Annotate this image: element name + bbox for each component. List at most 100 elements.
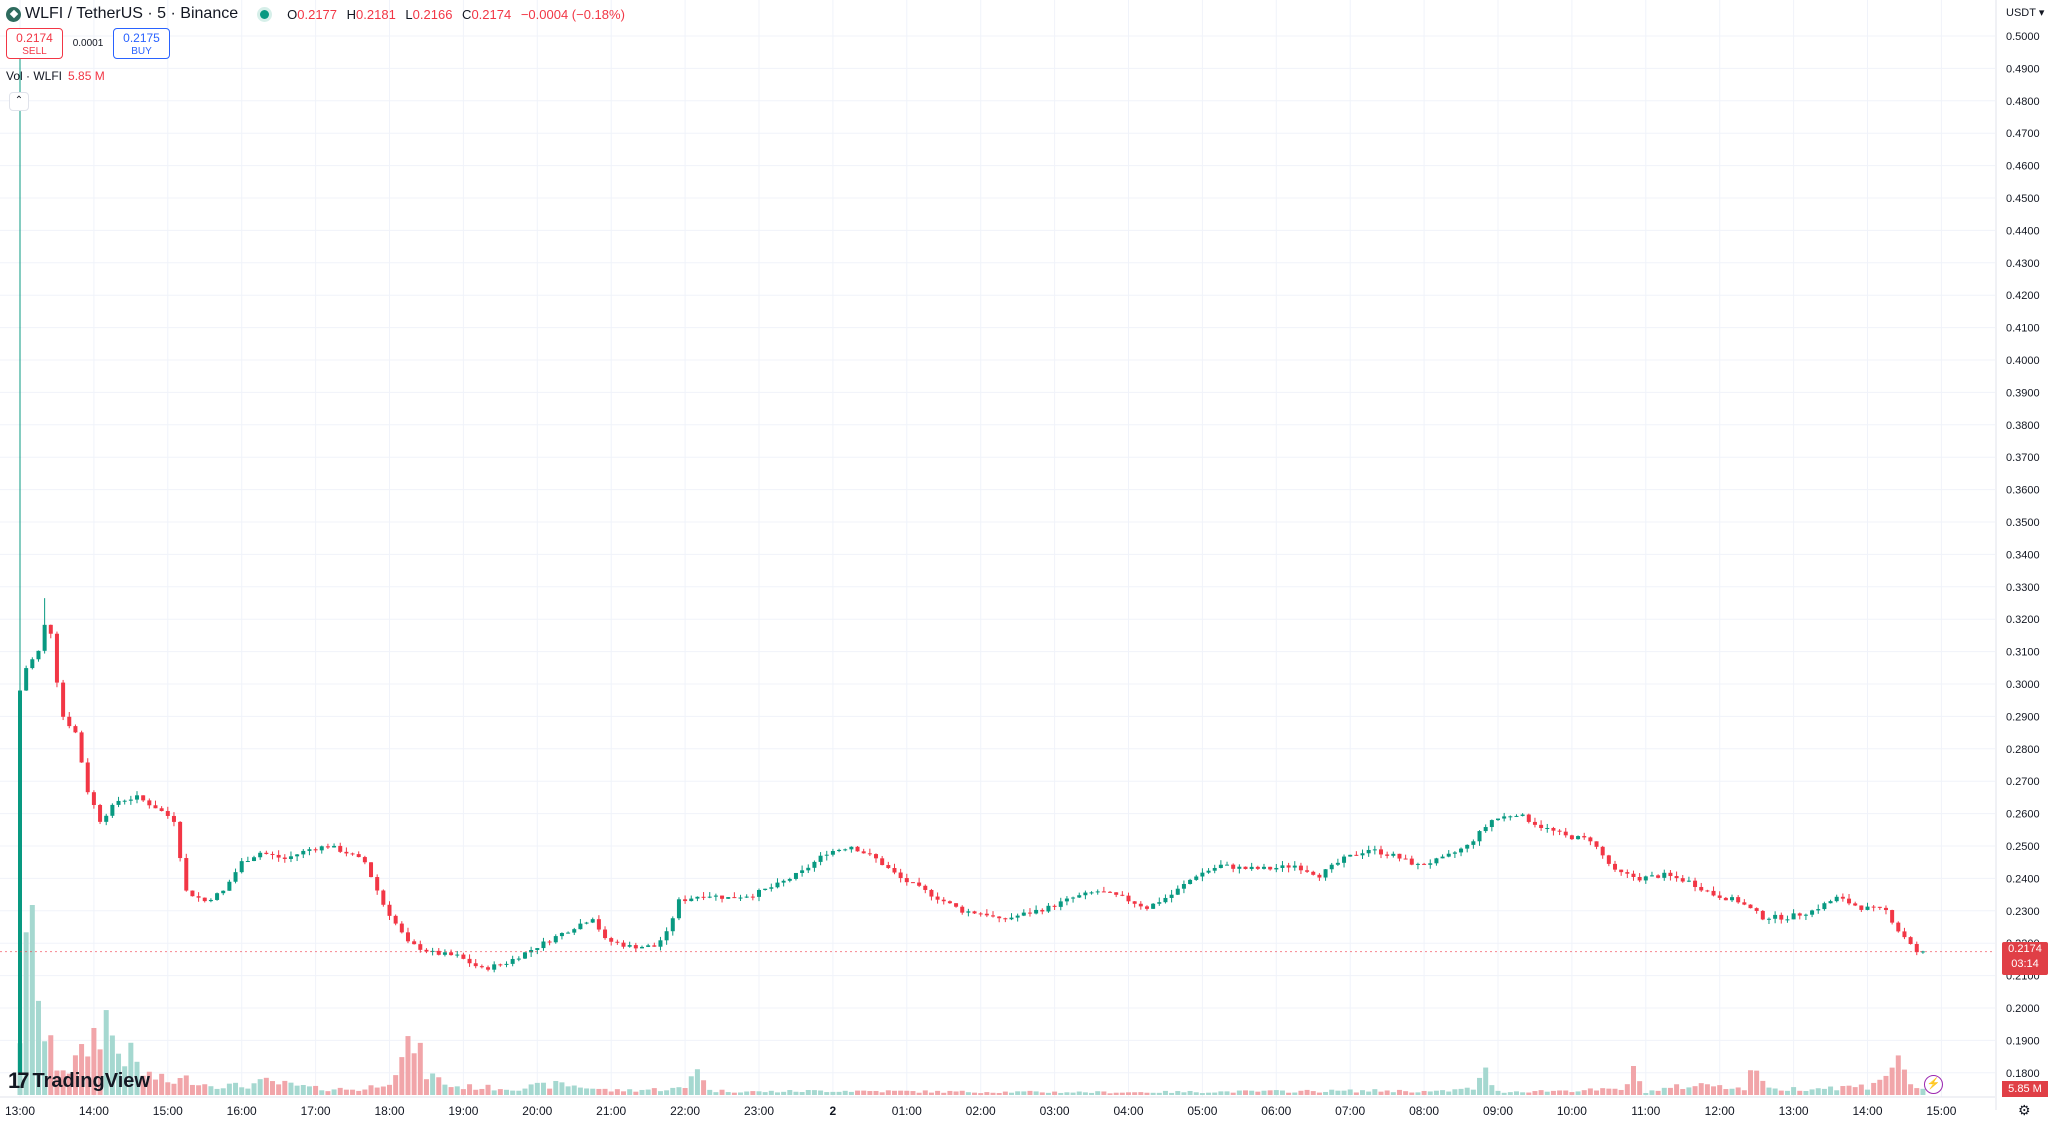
candle-body <box>541 941 546 949</box>
candle-body <box>621 942 626 947</box>
volume-bar <box>1101 1091 1107 1095</box>
volume-bar <box>48 1035 54 1095</box>
candle-body <box>1637 876 1642 881</box>
current-price-badge: 0.2174 03:14 <box>2002 942 2048 975</box>
volume-bar <box>1230 1092 1236 1095</box>
candle-body <box>1914 944 1919 953</box>
candle-body <box>412 941 417 945</box>
volume-bar <box>811 1090 817 1095</box>
candle-body <box>196 896 201 898</box>
candle-body <box>307 849 312 851</box>
sell-button[interactable]: 0.2174 SELL <box>6 28 63 59</box>
volume-bar <box>1156 1092 1162 1095</box>
volume-bar <box>116 1053 122 1095</box>
lightning-icon[interactable]: ⚡ <box>1924 1075 1943 1094</box>
volume-bar <box>645 1089 651 1095</box>
candle-body <box>1391 853 1396 856</box>
symbol-title[interactable]: WLFI / TetherUS · 5 · Binance <box>25 5 239 22</box>
volume-bar <box>436 1077 442 1095</box>
candle-body <box>1157 902 1162 904</box>
volume-bar <box>1015 1091 1021 1095</box>
time-tick-label: 04:00 <box>1113 1104 1143 1118</box>
volume-bar <box>380 1086 386 1095</box>
volume-bar <box>1310 1091 1316 1095</box>
volume-bar <box>590 1088 596 1095</box>
candle-body <box>264 852 269 854</box>
volume-bar <box>1353 1092 1359 1095</box>
volume-bar <box>1735 1087 1741 1095</box>
buy-button[interactable]: 0.2175 BUY <box>113 28 170 59</box>
candle-body <box>1040 909 1045 912</box>
candle-body <box>319 846 324 851</box>
candle-body <box>1619 869 1624 873</box>
volume-bar <box>54 1070 60 1095</box>
candle-body <box>1471 841 1476 845</box>
candle-body <box>1723 897 1728 901</box>
volume-bar <box>122 1066 128 1095</box>
volume-bar <box>1563 1090 1569 1095</box>
candle-body <box>1576 836 1581 840</box>
volume-bar <box>1458 1088 1464 1095</box>
volume-bar <box>867 1091 873 1095</box>
volume-bar <box>1082 1092 1088 1095</box>
time-tick-label: 18:00 <box>374 1104 404 1118</box>
candle-body <box>233 872 238 882</box>
candle-body <box>1569 835 1574 840</box>
volume-bar <box>1039 1092 1045 1095</box>
settings-icon[interactable]: ⚙ <box>2018 1102 2031 1118</box>
volume-bar <box>300 1085 306 1095</box>
volume-bar <box>522 1088 528 1095</box>
candle-body <box>1600 846 1605 856</box>
volume-bar <box>196 1085 202 1095</box>
candle-body <box>1748 904 1753 909</box>
tradingview-logo[interactable]: 17 TradingView <box>8 1068 150 1094</box>
candle-body <box>744 896 749 898</box>
candle-body <box>1699 886 1704 891</box>
volume-bar <box>491 1090 497 1095</box>
volume-bar <box>559 1082 565 1095</box>
candle-body <box>1539 824 1544 829</box>
time-tick-label: 23:00 <box>744 1104 774 1118</box>
candle-body <box>966 911 971 913</box>
candle-body <box>812 861 817 868</box>
candle-body <box>991 915 996 917</box>
volume-bar <box>1433 1090 1439 1095</box>
candle-body <box>910 882 915 884</box>
volume-bar <box>1661 1087 1667 1095</box>
volume-bar <box>947 1090 953 1095</box>
time-tick-label: 01:00 <box>892 1104 922 1118</box>
symbol-logo-icon <box>6 6 21 22</box>
volume-bar <box>79 1044 85 1095</box>
candle-body <box>572 929 577 933</box>
candle-body <box>1095 891 1100 893</box>
candle-body <box>1385 854 1390 856</box>
volume-bar <box>1594 1090 1600 1095</box>
volume-bars <box>17 905 1926 1095</box>
volume-bar <box>1261 1090 1267 1095</box>
candle-body <box>1329 864 1334 870</box>
candle-body <box>584 922 589 924</box>
volume-bar <box>657 1091 663 1095</box>
chevron-up-icon[interactable]: ⌃ <box>9 92 29 111</box>
volume-bar <box>1384 1090 1390 1095</box>
price-tick-label: 0.4600 <box>2006 161 2040 173</box>
candle-body <box>1305 870 1310 872</box>
currency-selector[interactable]: USDT ▾ <box>2006 6 2044 19</box>
candle-body <box>42 624 47 651</box>
volume-bar <box>990 1092 996 1095</box>
symbol-legend: WLFI / TetherUS · 5 · Binance O0.2177 H0… <box>6 4 631 24</box>
close-key: C <box>462 6 472 22</box>
candle-body <box>1194 876 1199 880</box>
volume-bar <box>1446 1091 1452 1095</box>
candle-body <box>578 923 583 930</box>
candle-body <box>467 958 472 964</box>
volume-bar <box>694 1069 700 1095</box>
volume-bar <box>91 1027 97 1095</box>
candle-body <box>1766 918 1771 920</box>
volume-bar <box>1470 1089 1476 1095</box>
candle-body <box>522 952 527 959</box>
candle-body <box>683 899 688 902</box>
volume-bar <box>1224 1091 1230 1095</box>
volume-bar <box>1132 1092 1138 1095</box>
